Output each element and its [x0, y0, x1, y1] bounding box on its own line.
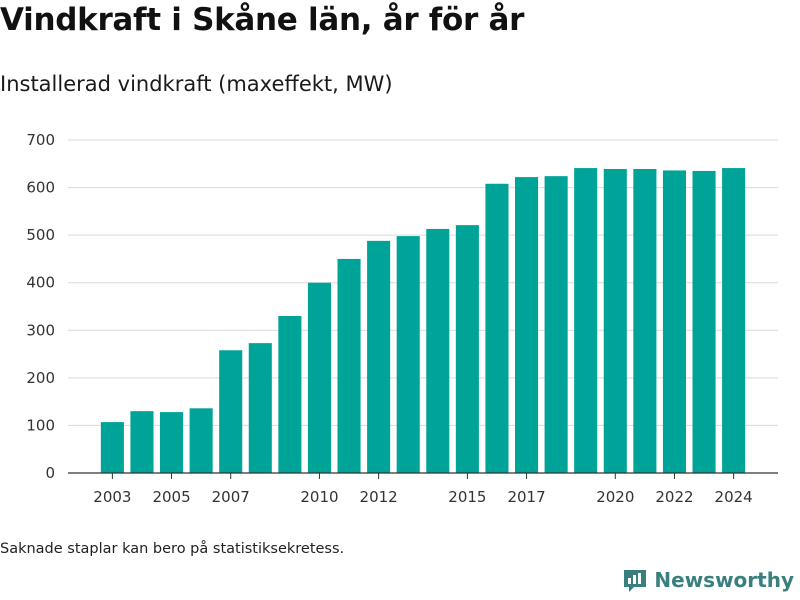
- bar-2012: [367, 240, 391, 473]
- y-tick-label: 100: [26, 416, 55, 434]
- x-tick-label: 2005: [152, 488, 190, 506]
- x-tick-label: 2003: [93, 488, 131, 506]
- y-axis-tick-labels: 0 100 200 300 400 500 600 700: [26, 131, 55, 482]
- x-tick-label: 2007: [212, 488, 250, 506]
- x-tick-label: 2017: [507, 488, 545, 506]
- y-tick-label: 600: [26, 179, 55, 197]
- x-tick-label: 2015: [448, 488, 486, 506]
- bar-2020: [603, 169, 627, 474]
- bar-2006: [189, 408, 213, 473]
- bar-2011: [337, 258, 361, 473]
- bar-2018: [544, 176, 568, 473]
- bar-2022: [662, 170, 686, 473]
- chart-title: Vindkraft i Skåne län, år för år: [0, 2, 525, 38]
- bar-2008: [248, 343, 272, 473]
- bar-2003: [100, 422, 124, 473]
- y-tick-label: 200: [26, 369, 55, 387]
- x-axis-tick-labels: 2003 2005 2007 2010 2012 2015 2017 2020 2022 2024: [93, 488, 752, 506]
- bar-2009: [278, 316, 302, 473]
- x-axis-ticks: [111, 473, 735, 479]
- footnote: Saknade staplar kan bero på statistiksek…: [0, 541, 345, 557]
- x-tick-label: 2012: [360, 488, 398, 506]
- bar-2014: [426, 228, 450, 473]
- bar-2007: [219, 350, 243, 473]
- bar-2013: [396, 236, 420, 473]
- bar-2021: [633, 169, 657, 474]
- y-tick-label: 500: [26, 226, 55, 244]
- brand-logo: Newsworthy: [622, 567, 794, 593]
- chart-subtitle: Installerad vindkraft (maxeffekt, MW): [0, 72, 393, 96]
- y-tick-label: 700: [26, 131, 55, 149]
- y-tick-label: 400: [26, 274, 55, 292]
- brand-name: Newsworthy: [654, 568, 794, 592]
- y-tick-label: 300: [26, 321, 55, 339]
- x-tick-label: 2024: [715, 488, 753, 506]
- y-tick-label: 0: [45, 464, 55, 482]
- bar-2010: [307, 282, 331, 473]
- bar-2017: [515, 177, 539, 473]
- bar-2016: [485, 183, 509, 473]
- bar-2019: [574, 168, 598, 473]
- bar-chart-logo-icon: [624, 570, 647, 592]
- x-tick-label: 2020: [596, 488, 634, 506]
- x-tick-label: 2010: [300, 488, 338, 506]
- grid-lines: [68, 139, 778, 426]
- bar-2004: [130, 411, 154, 473]
- bar-2023: [692, 170, 716, 473]
- bars: [100, 168, 746, 474]
- bar-2024: [722, 168, 746, 473]
- bar-2015: [455, 225, 479, 473]
- x-tick-label: 2022: [655, 488, 693, 506]
- bar-2005: [160, 412, 184, 473]
